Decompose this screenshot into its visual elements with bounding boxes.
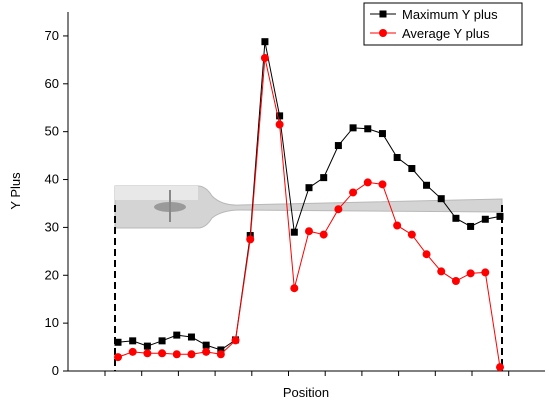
- y-tick-label: 40: [45, 172, 59, 187]
- point: [423, 182, 430, 189]
- y-tick-label: 50: [45, 124, 59, 139]
- legend-marker: [379, 29, 387, 37]
- point: [129, 348, 137, 356]
- point: [438, 195, 445, 202]
- point: [334, 205, 342, 213]
- point: [114, 353, 122, 361]
- point: [497, 213, 504, 220]
- point: [452, 277, 460, 285]
- point: [232, 336, 240, 344]
- point: [320, 231, 328, 239]
- point: [143, 349, 151, 357]
- point: [378, 180, 386, 188]
- point: [335, 142, 342, 149]
- y-tick-label: 0: [52, 363, 59, 378]
- point: [349, 188, 357, 196]
- point: [173, 350, 181, 358]
- x-axis-title: Position: [283, 385, 329, 400]
- point: [467, 269, 475, 277]
- point: [350, 124, 357, 131]
- point: [187, 350, 195, 358]
- point: [482, 216, 489, 223]
- nozzle-illustration: [115, 186, 502, 371]
- point: [144, 343, 151, 350]
- point: [261, 54, 269, 62]
- point: [246, 235, 254, 243]
- point: [467, 223, 474, 230]
- chart: Y Plus Position 0 10 20 30 40 50 60 70 Maximum Y…: [0, 0, 549, 404]
- point: [437, 267, 445, 275]
- legend-label: Average Y plus: [402, 26, 490, 41]
- point: [394, 154, 401, 161]
- point: [481, 268, 489, 276]
- point: [276, 120, 284, 128]
- point: [408, 165, 415, 172]
- y-axis-title: Y Plus: [8, 172, 23, 210]
- y-tick-label: 60: [45, 76, 59, 91]
- y-tick-label: 10: [45, 315, 59, 330]
- point: [364, 125, 371, 132]
- point: [158, 349, 166, 357]
- point: [496, 363, 504, 371]
- point: [379, 130, 386, 137]
- legend-marker: [380, 11, 387, 18]
- point: [423, 250, 431, 258]
- point: [306, 184, 313, 191]
- point: [115, 339, 122, 346]
- point: [129, 337, 136, 344]
- y-tick-label: 20: [45, 267, 59, 282]
- point: [305, 227, 313, 235]
- point: [290, 284, 298, 292]
- point: [188, 334, 195, 341]
- point: [408, 231, 416, 239]
- y-tick-label: 70: [45, 28, 59, 43]
- y-tick-label: 30: [45, 219, 59, 234]
- point: [202, 348, 210, 356]
- legend-label: Maximum Y plus: [402, 7, 498, 22]
- point: [173, 332, 180, 339]
- point: [159, 337, 166, 344]
- point: [291, 229, 298, 236]
- point: [320, 174, 327, 181]
- point: [203, 342, 210, 349]
- point: [261, 38, 268, 45]
- point: [217, 350, 225, 358]
- point: [393, 221, 401, 229]
- point: [364, 178, 372, 186]
- point: [452, 215, 459, 222]
